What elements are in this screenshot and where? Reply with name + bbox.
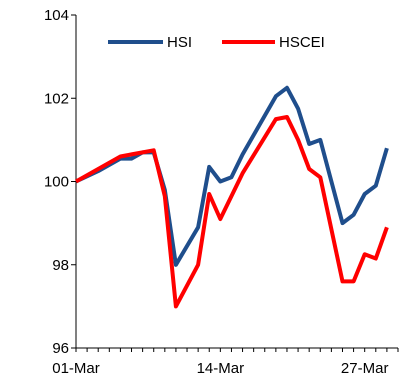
- y-tick-label: 102: [44, 90, 69, 107]
- series-line-hscei: [75, 115, 389, 309]
- y-tick-label: 100: [44, 174, 69, 191]
- y-tick-label: 104: [44, 7, 69, 24]
- axes: 96 98 100 102 104 01-Mar 14-Mar 27-Mar: [44, 7, 399, 377]
- y-tick-label: 96: [52, 340, 69, 357]
- x-tick-label: 01-Mar: [52, 360, 100, 377]
- series-lines: [75, 85, 389, 309]
- x-tick-label: 27-Mar: [341, 360, 389, 377]
- legend-label-hscei: HSCEI: [279, 34, 325, 51]
- x-tick-label: 14-Mar: [197, 360, 245, 377]
- series-line-hsi: [75, 85, 389, 267]
- legend: HSI HSCEI: [108, 34, 325, 51]
- legend-label-hsi: HSI: [167, 34, 192, 51]
- y-tick-label: 98: [52, 257, 69, 274]
